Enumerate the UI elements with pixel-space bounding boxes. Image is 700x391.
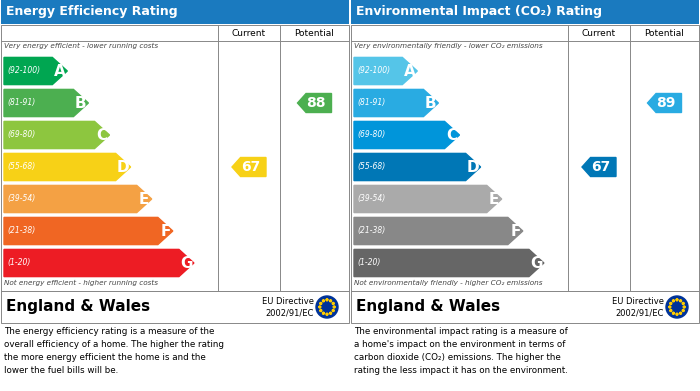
Polygon shape (672, 300, 675, 302)
Text: Potential: Potential (645, 29, 685, 38)
Text: Very environmentally friendly - lower CO₂ emissions: Very environmentally friendly - lower CO… (354, 43, 542, 49)
Text: A: A (404, 63, 416, 79)
Polygon shape (326, 313, 328, 315)
Text: Environmental Impact (CO₂) Rating: Environmental Impact (CO₂) Rating (356, 5, 602, 18)
Polygon shape (669, 309, 672, 312)
Polygon shape (4, 185, 152, 213)
Text: (1-20): (1-20) (357, 258, 380, 267)
Text: (92-100): (92-100) (357, 66, 390, 75)
Polygon shape (332, 302, 335, 305)
Bar (1, 291, 349, 323)
Text: EU Directive
2002/91/EC: EU Directive 2002/91/EC (612, 297, 664, 317)
Polygon shape (354, 90, 438, 117)
Polygon shape (354, 153, 481, 181)
Text: England & Wales: England & Wales (356, 300, 500, 314)
Circle shape (666, 296, 688, 318)
Text: (55-68): (55-68) (7, 163, 35, 172)
Text: C: C (447, 127, 458, 142)
Text: C: C (97, 127, 108, 142)
Polygon shape (4, 57, 67, 84)
Text: Potential: Potential (295, 29, 335, 38)
Polygon shape (232, 158, 266, 176)
Text: The energy efficiency rating is a measure of the
overall efficiency of a home. T: The energy efficiency rating is a measur… (4, 327, 224, 375)
Polygon shape (332, 306, 335, 308)
Text: England & Wales: England & Wales (6, 300, 150, 314)
Polygon shape (4, 153, 131, 181)
Polygon shape (679, 300, 682, 302)
Text: (81-91): (81-91) (7, 99, 35, 108)
Polygon shape (682, 309, 685, 312)
Text: F: F (160, 224, 171, 239)
Text: Not energy efficient - higher running costs: Not energy efficient - higher running co… (4, 280, 158, 286)
Polygon shape (354, 249, 544, 276)
Polygon shape (354, 121, 459, 149)
Text: A: A (54, 63, 66, 79)
Text: 67: 67 (591, 160, 610, 174)
Bar (351, 25, 699, 291)
Text: (39-54): (39-54) (357, 194, 385, 203)
Text: (21-38): (21-38) (7, 226, 35, 235)
Polygon shape (329, 300, 332, 302)
Text: 67: 67 (241, 160, 260, 174)
Polygon shape (4, 217, 173, 245)
Text: Current: Current (232, 29, 266, 38)
Polygon shape (319, 309, 322, 312)
Text: Energy Efficiency Rating: Energy Efficiency Rating (6, 5, 178, 18)
Polygon shape (332, 309, 335, 312)
Bar (351, 0, 699, 24)
Polygon shape (669, 302, 672, 305)
Text: Very energy efficient - lower running costs: Very energy efficient - lower running co… (4, 43, 158, 49)
Bar (1, 0, 349, 24)
Text: (39-54): (39-54) (7, 194, 35, 203)
Text: (1-20): (1-20) (7, 258, 30, 267)
Polygon shape (582, 158, 616, 176)
Text: B: B (425, 95, 437, 111)
Text: F: F (510, 224, 521, 239)
Polygon shape (329, 312, 332, 314)
Polygon shape (319, 302, 322, 305)
Text: (69-80): (69-80) (7, 131, 35, 140)
Text: E: E (489, 192, 499, 206)
Polygon shape (672, 312, 675, 314)
Text: E: E (139, 192, 149, 206)
Polygon shape (679, 312, 682, 314)
Text: (81-91): (81-91) (357, 99, 385, 108)
Polygon shape (676, 298, 678, 301)
Polygon shape (318, 306, 321, 308)
Polygon shape (354, 217, 523, 245)
Polygon shape (4, 249, 194, 276)
Polygon shape (322, 300, 325, 302)
Polygon shape (298, 93, 332, 113)
Text: Not environmentally friendly - higher CO₂ emissions: Not environmentally friendly - higher CO… (354, 280, 542, 286)
Bar (351, 291, 699, 323)
Text: (55-68): (55-68) (357, 163, 385, 172)
Polygon shape (4, 121, 109, 149)
Polygon shape (322, 312, 325, 314)
Polygon shape (668, 306, 671, 308)
Text: 88: 88 (306, 96, 326, 110)
Text: G: G (530, 255, 542, 271)
Polygon shape (4, 90, 88, 117)
Text: D: D (117, 160, 130, 174)
Polygon shape (648, 93, 682, 113)
Polygon shape (354, 185, 502, 213)
Text: Current: Current (582, 29, 616, 38)
Polygon shape (682, 302, 685, 305)
Text: (21-38): (21-38) (357, 226, 385, 235)
Text: D: D (467, 160, 480, 174)
Polygon shape (682, 306, 685, 308)
Polygon shape (354, 57, 417, 84)
Text: EU Directive
2002/91/EC: EU Directive 2002/91/EC (262, 297, 314, 317)
Text: (69-80): (69-80) (357, 131, 385, 140)
Text: (92-100): (92-100) (7, 66, 40, 75)
Polygon shape (326, 298, 328, 301)
Bar (1, 25, 349, 291)
Polygon shape (676, 313, 678, 315)
Text: B: B (75, 95, 87, 111)
Text: 89: 89 (656, 96, 676, 110)
Text: The environmental impact rating is a measure of
a home's impact on the environme: The environmental impact rating is a mea… (354, 327, 568, 375)
Text: G: G (180, 255, 193, 271)
Circle shape (316, 296, 338, 318)
